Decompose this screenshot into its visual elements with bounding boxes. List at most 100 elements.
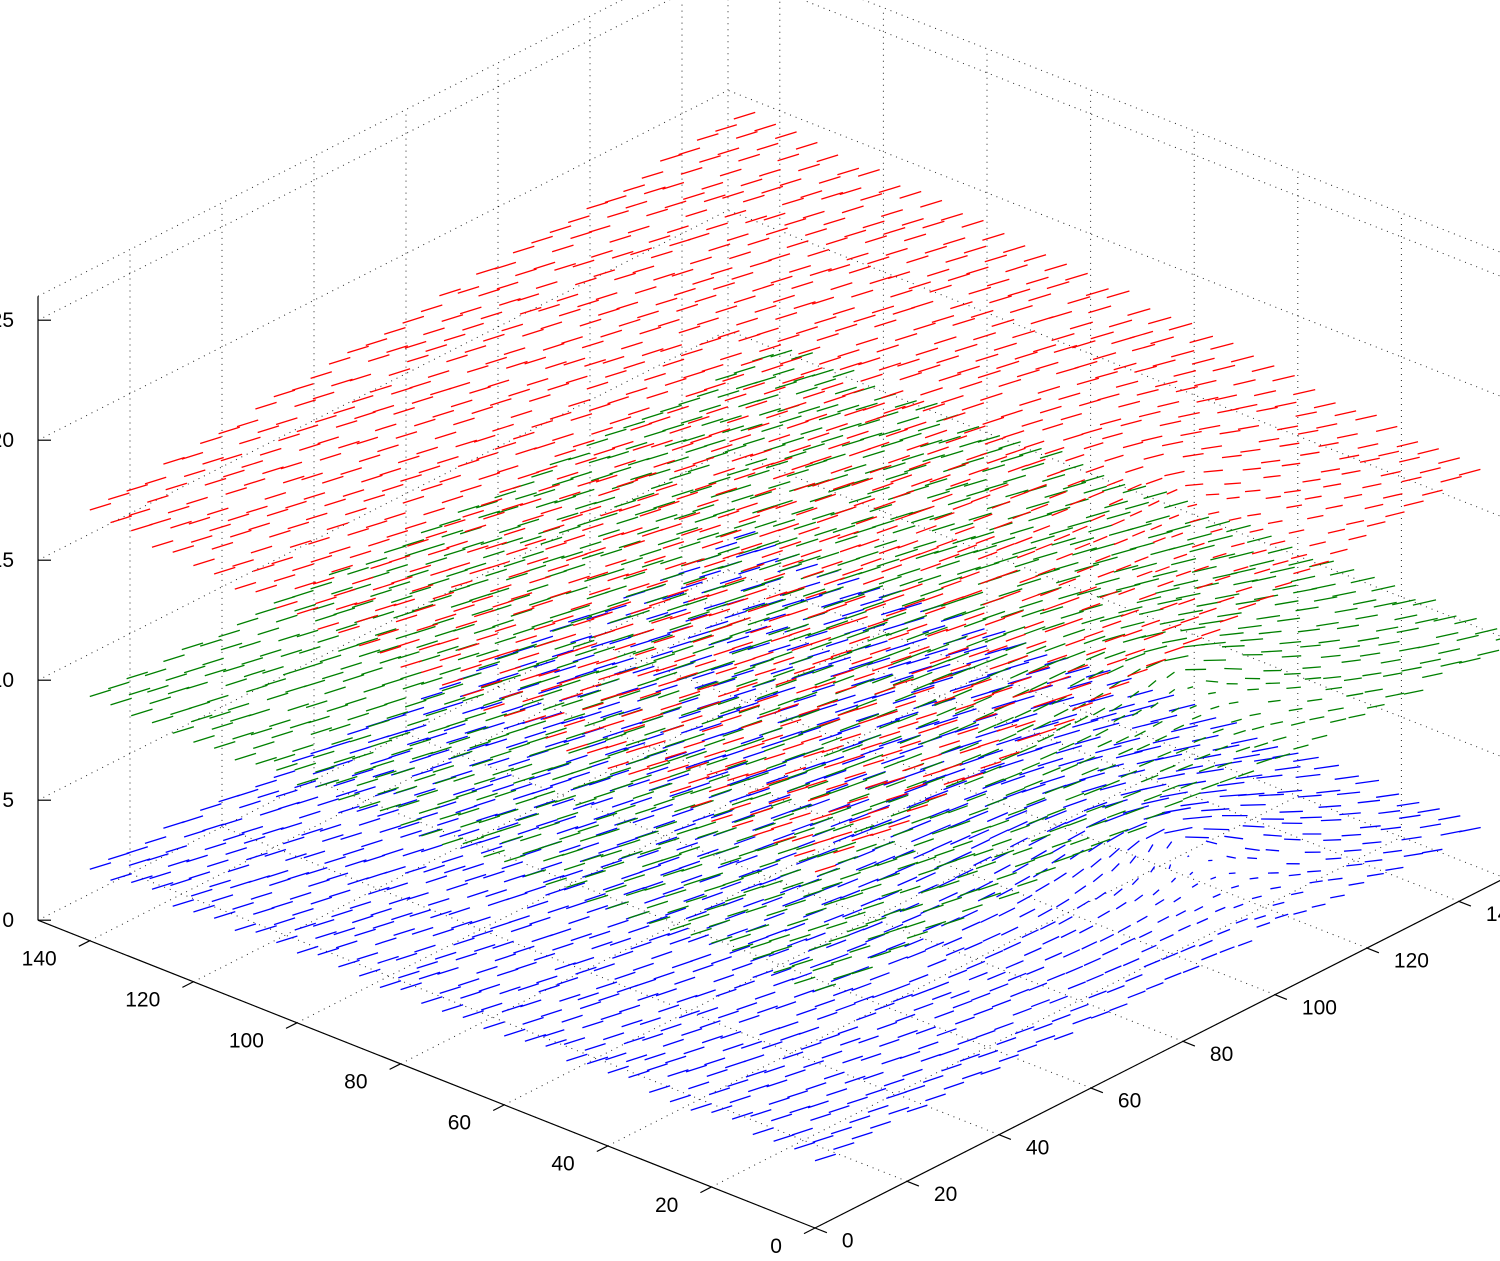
quiver-arrow xyxy=(637,493,659,502)
quiver-arrow xyxy=(365,520,388,529)
quiver-arrow xyxy=(172,726,195,734)
quiver-arrow xyxy=(818,412,841,421)
quiver-arrow xyxy=(812,816,834,825)
quiver-arrow xyxy=(1217,928,1231,936)
quiver-arrow xyxy=(432,617,455,626)
quiver-arrow xyxy=(897,876,918,887)
quiver-arrow xyxy=(920,439,943,448)
quiver-arrow xyxy=(1129,510,1143,517)
quiver-arrow xyxy=(966,638,988,648)
quiver-arrow xyxy=(457,642,480,651)
quiver-arrow xyxy=(1095,745,1122,754)
quiver-arrow xyxy=(761,734,784,743)
quiver-arrow xyxy=(1090,712,1117,722)
quiver-arrow xyxy=(701,565,724,574)
quiver-arrow xyxy=(1366,872,1384,877)
grid-floor-y xyxy=(589,639,1368,949)
quiver-arrow xyxy=(271,730,293,739)
quiver-arrow xyxy=(1062,481,1087,490)
quiver-arrow xyxy=(476,663,498,672)
quiver-arrow xyxy=(844,463,867,473)
quiver-arrow xyxy=(904,783,926,792)
quiver-arrow xyxy=(669,640,692,649)
quiver-arrow xyxy=(766,591,788,600)
quiver-arrow xyxy=(756,394,779,402)
quiver-arrow xyxy=(1060,610,1084,619)
quiver-arrow xyxy=(1152,736,1180,744)
quiver-arrow xyxy=(987,797,1007,807)
quiver-arrow xyxy=(883,923,904,933)
quiver-arrow xyxy=(717,859,740,869)
quiver-arrow xyxy=(671,625,694,634)
quiver-arrow xyxy=(927,663,951,673)
quiver-arrow xyxy=(984,436,1006,445)
quiver-arrow xyxy=(278,633,300,642)
quiver-arrow xyxy=(752,462,775,471)
quiver-arrow xyxy=(862,402,886,411)
quiver-arrow xyxy=(759,562,782,571)
quiver-arrow xyxy=(508,758,531,767)
quiver-arrow xyxy=(925,920,947,929)
grid-edge xyxy=(37,0,624,297)
quiver-arrow xyxy=(720,529,742,538)
quiver-arrow xyxy=(740,178,763,187)
quiver-arrow xyxy=(1164,500,1189,509)
quiver-arrow xyxy=(478,679,501,688)
quiver-arrow xyxy=(1152,889,1160,896)
quiver-arrow xyxy=(978,739,1000,748)
quiver-arrow xyxy=(943,412,966,421)
quiver-arrow xyxy=(1035,741,1062,751)
quiver-arrow xyxy=(1005,447,1026,456)
quiver-arrow xyxy=(745,588,767,597)
quiver-arrow xyxy=(878,185,901,194)
quiver-arrow xyxy=(973,848,994,857)
quiver-arrow xyxy=(731,962,753,971)
quiver-arrow xyxy=(1339,454,1360,460)
quiver-arrow xyxy=(630,422,652,431)
quiver-arrow xyxy=(821,599,844,608)
quiver-arrow xyxy=(1355,614,1378,620)
quiver-arrow xyxy=(1042,621,1065,631)
quiver-arrow xyxy=(1070,837,1090,846)
quiver-arrow xyxy=(386,345,408,354)
x-tick-mark xyxy=(182,981,194,988)
quiver-arrow xyxy=(315,414,337,423)
quiver-arrow xyxy=(943,611,967,621)
quiver-arrow xyxy=(253,907,275,915)
quiver-arrow xyxy=(777,846,799,855)
quiver-arrow xyxy=(375,770,397,779)
quiver-arrow xyxy=(1026,797,1046,806)
quiver-arrow xyxy=(1155,566,1170,573)
quiver-arrow xyxy=(1053,533,1071,542)
quiver-arrow xyxy=(906,930,928,939)
quiver-arrow xyxy=(956,425,980,434)
quiver-arrow xyxy=(487,733,510,742)
quiver-arrow xyxy=(724,743,746,753)
quiver-arrow xyxy=(577,670,600,679)
quiver-arrow xyxy=(765,460,789,469)
quiver-arrow xyxy=(655,297,678,306)
quiver-arrow xyxy=(697,317,719,326)
quiver-arrow xyxy=(857,168,880,177)
quiver-arrow xyxy=(513,627,535,636)
quiver-arrow xyxy=(752,969,774,979)
quiver-arrow xyxy=(1118,606,1143,614)
quiver-arrow xyxy=(1063,949,1081,958)
quiver-arrow xyxy=(1026,966,1045,976)
quiver-arrow xyxy=(535,500,558,509)
quiver-arrow xyxy=(1231,542,1245,548)
quiver-arrow xyxy=(1375,626,1399,632)
quiver-arrow xyxy=(448,907,471,916)
quiver-arrow xyxy=(766,928,787,938)
quiver-arrow xyxy=(1007,820,1028,832)
quiver-arrow xyxy=(750,625,772,634)
quiver-arrow xyxy=(871,519,895,529)
quiver-arrow xyxy=(986,812,1009,823)
quiver-arrow xyxy=(1141,435,1163,442)
quiver-arrow xyxy=(934,696,955,707)
quiver-arrow xyxy=(922,1074,944,1084)
quiver-arrow xyxy=(1113,737,1141,746)
quiver-arrow xyxy=(775,537,798,546)
quiver-arrow xyxy=(381,677,404,686)
quiver-arrow xyxy=(835,1003,856,1012)
